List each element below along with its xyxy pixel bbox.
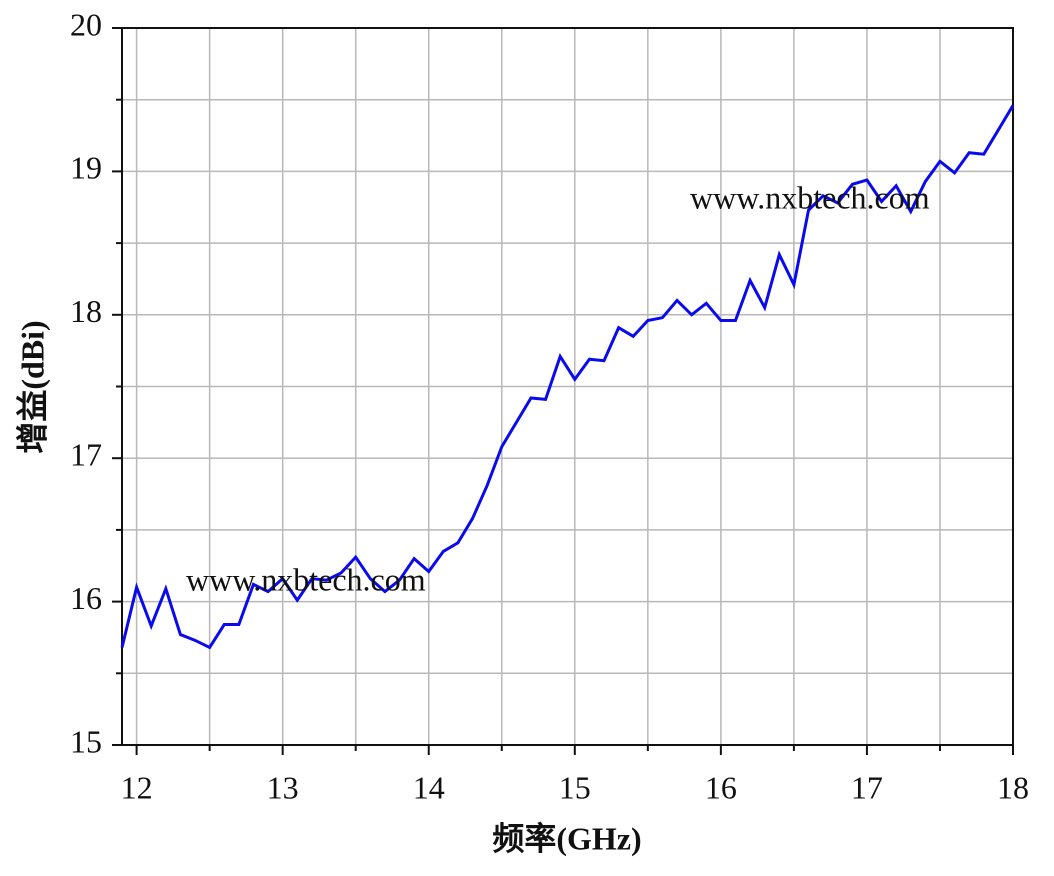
x-axis-label: 频率(GHz) <box>492 820 641 856</box>
y-tick-label: 16 <box>70 580 102 616</box>
x-tick-label: 13 <box>267 769 299 805</box>
x-tick-label: 18 <box>997 769 1029 805</box>
y-tick-label: 17 <box>70 437 102 473</box>
x-tick-label: 15 <box>559 769 591 805</box>
y-tick-label: 15 <box>70 723 102 759</box>
y-tick-label: 18 <box>70 293 102 329</box>
x-tick-label: 17 <box>851 769 883 805</box>
plot-frame <box>121 27 1014 746</box>
x-tick-label: 12 <box>121 769 153 805</box>
x-tick-label: 16 <box>705 769 737 805</box>
y-tick-label: 19 <box>70 150 102 186</box>
watermark: www.nxbtech.com <box>690 179 930 215</box>
y-tick-label: 20 <box>70 6 102 42</box>
watermark: www.nxbtech.com <box>186 561 426 597</box>
y-axis-label: 增益(dBi) <box>14 320 50 453</box>
line <box>120 104 1015 650</box>
x-tick-label: 14 <box>413 769 445 805</box>
